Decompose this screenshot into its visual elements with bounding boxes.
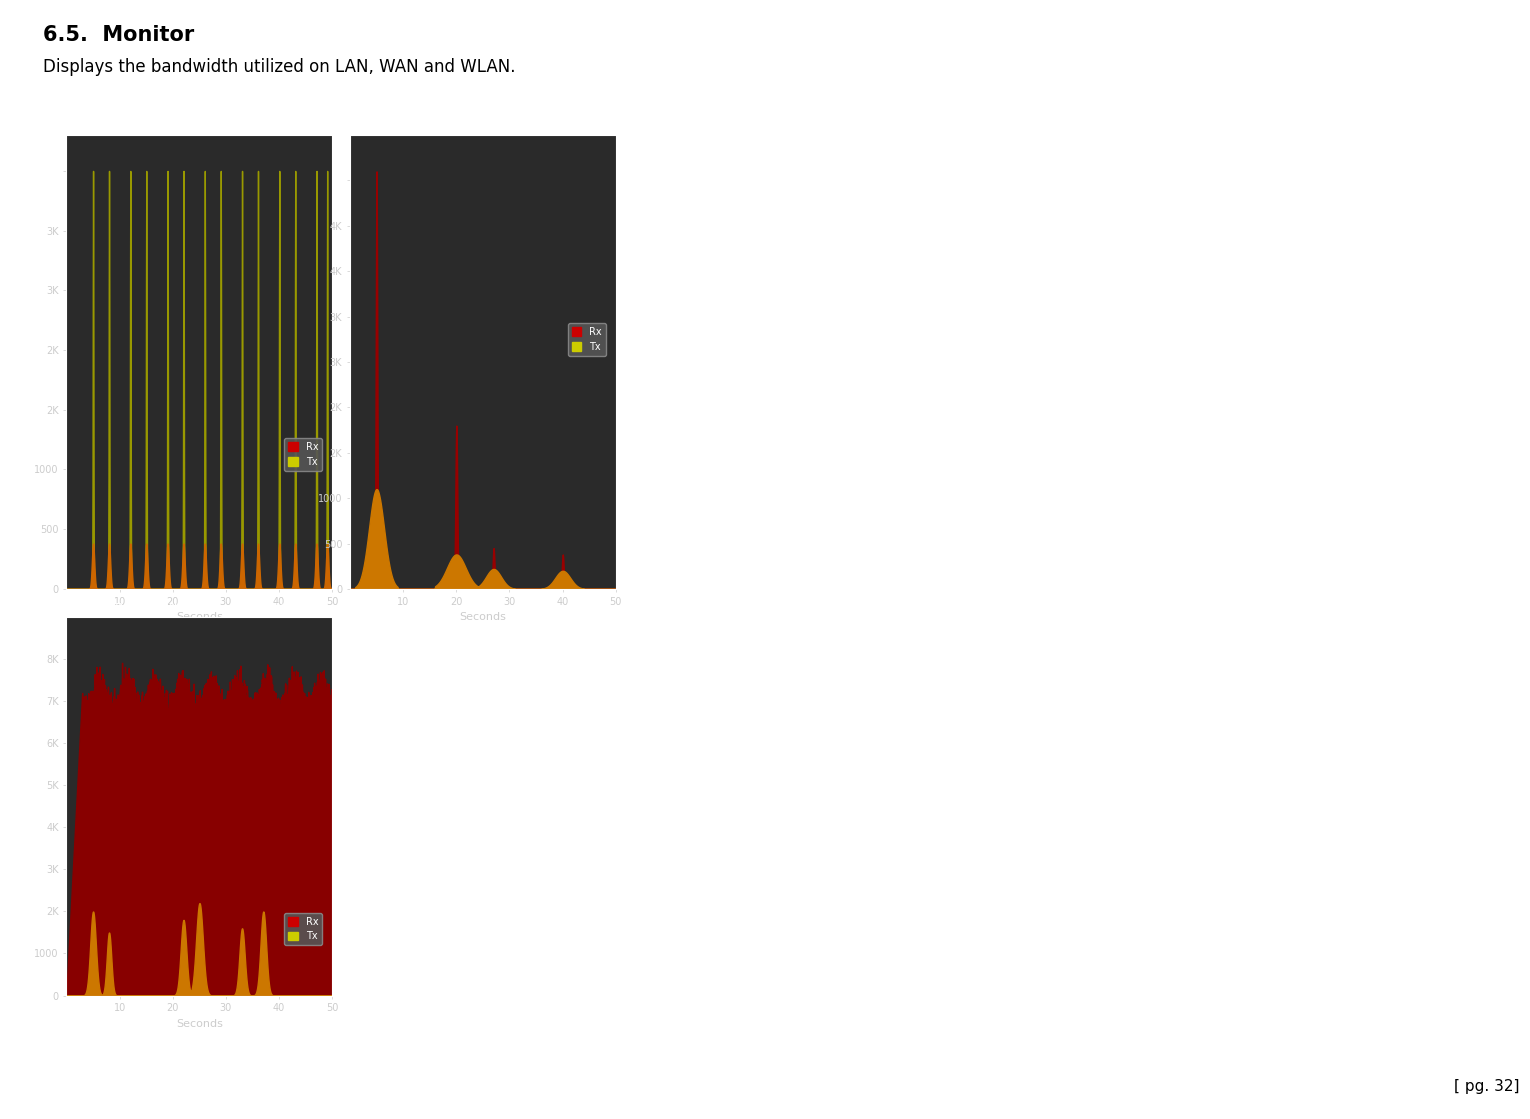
- Text: Displays the bandwidth utilized on LAN, WAN and WLAN.: Displays the bandwidth utilized on LAN, …: [43, 58, 516, 76]
- X-axis label: Seconds: Seconds: [176, 1018, 223, 1028]
- X-axis label: Seconds: Seconds: [176, 612, 223, 622]
- Text: [ pg. 32]: [ pg. 32]: [1454, 1080, 1519, 1094]
- Legend: Rx, Tx: Rx, Tx: [568, 323, 606, 356]
- Title: Bandwidth Monitor (WAN): Bandwidth Monitor (WAN): [402, 120, 563, 132]
- Text: EnGenius: EnGenius: [21, 1064, 197, 1097]
- Legend: Rx, Tx: Rx, Tx: [285, 913, 321, 946]
- X-axis label: Seconds: Seconds: [459, 612, 506, 622]
- Title: Bandwidth Monitor (WLAN): Bandwidth Monitor (WLAN): [115, 602, 285, 614]
- Text: ®: ®: [159, 1052, 177, 1070]
- Text: 6.5.  Monitor: 6.5. Monitor: [43, 25, 194, 45]
- Legend: Rx, Tx: Rx, Tx: [285, 438, 321, 471]
- Title: Bandwidth Monitor (LAN): Bandwidth Monitor (LAN): [121, 120, 278, 132]
